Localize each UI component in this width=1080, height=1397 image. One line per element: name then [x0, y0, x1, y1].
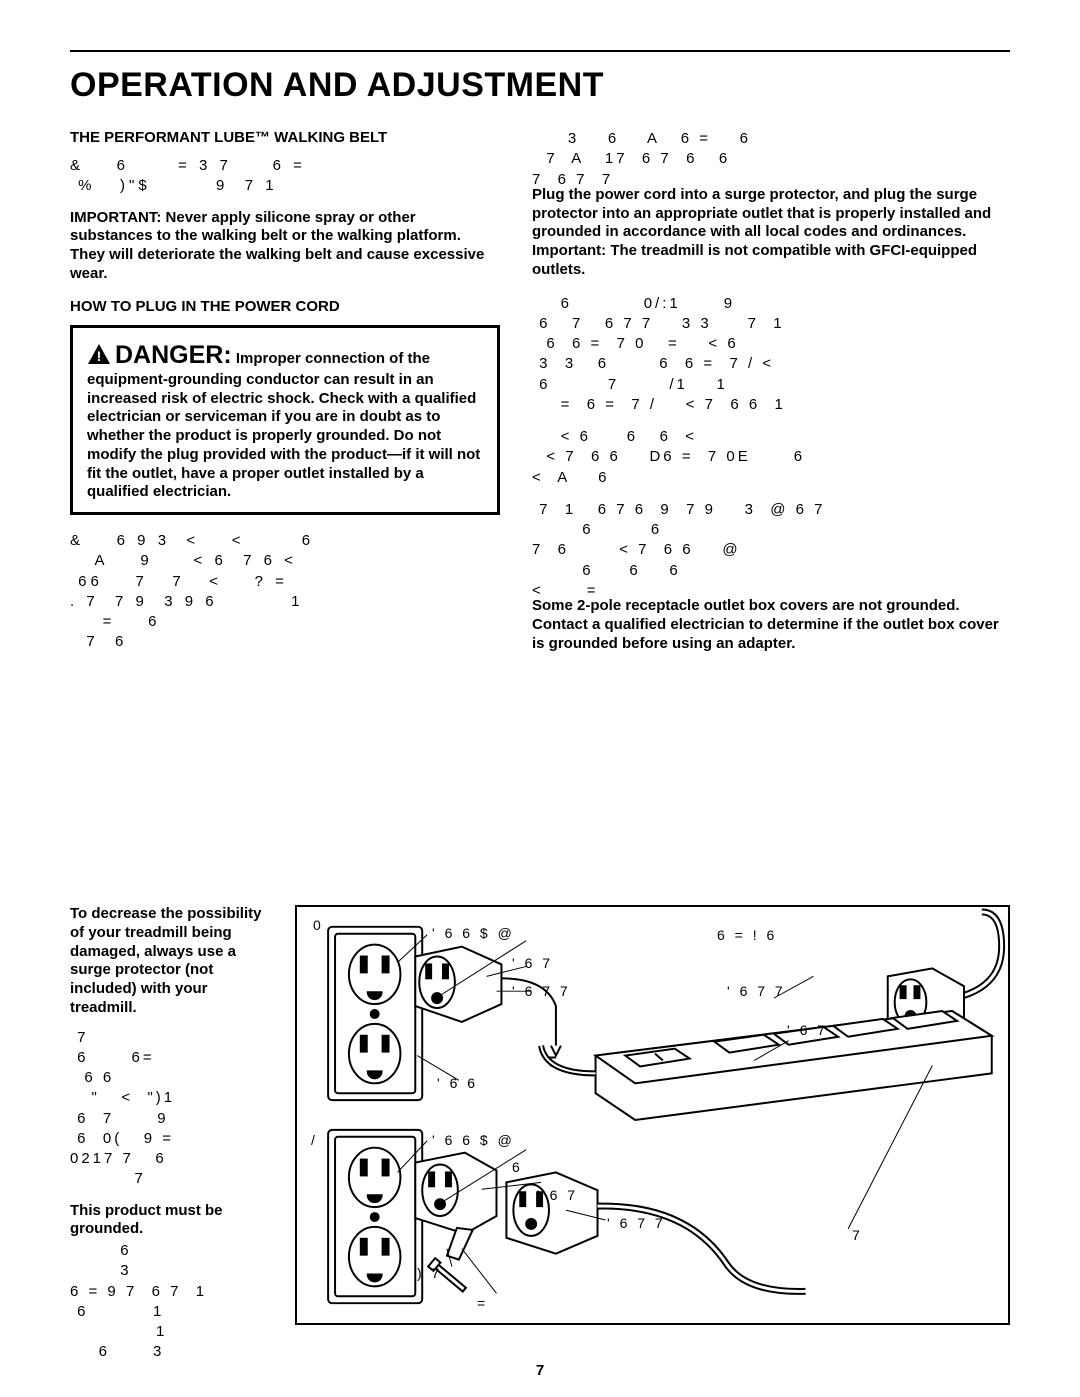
- diagram-label: /: [311, 1132, 318, 1148]
- diagram-label: ) 7: [417, 1265, 442, 1281]
- garbled-text: & 6 = 3 7 6 = % )"$ 9 7 1: [70, 156, 500, 197]
- diagram-label: 6 = ! 6: [717, 927, 777, 943]
- diagram-label: ' 6 7: [537, 1187, 578, 1203]
- diagram-label: ' 6 7: [512, 955, 553, 971]
- belt-warning-bold: IMPORTANT: Never apply silicone spray or…: [70, 209, 484, 282]
- diagram-label: ' 6 6 $ @: [432, 1132, 515, 1148]
- lower-left-column: To decrease the possibility of your trea…: [70, 905, 275, 1375]
- diagram-label: =: [477, 1295, 488, 1311]
- danger-body: Improper connection of the equipment-gro…: [87, 350, 480, 501]
- grounded-advice-bold: This product must be grounded.: [70, 1202, 223, 1238]
- belt-warning: IMPORTANT: Never apply silicone spray or…: [70, 209, 500, 284]
- receptacle-warning-bold: Some 2-pole receptacle outlet box covers…: [532, 597, 999, 652]
- grounded-advice: This product must be grounded.: [70, 1202, 275, 1240]
- danger-paragraph: ! DANGER: Improper connection of the equ…: [87, 340, 483, 503]
- danger-callout: ! DANGER: Improper connection of the equ…: [70, 325, 500, 516]
- top-rule: [70, 50, 1010, 52]
- page-title: OPERATION AND ADJUSTMENT: [70, 66, 1010, 105]
- garbled-text: 6 0/:1 9 6 7 6 7 7 3 3 7 1 6 6 = 7 0 = <…: [532, 294, 1010, 416]
- svg-text:!: !: [97, 348, 102, 364]
- garbled-text: 7 1 6 7 6 9 7 9 3 @ 6 7 6 6 7 6 < 7 6 6 …: [532, 500, 1010, 601]
- diagram-label: ' 6 6 $ @: [432, 925, 515, 941]
- diagram-label: ' 6 7 7: [727, 983, 786, 999]
- surge-advice-bold: To decrease the possibility of your trea…: [70, 905, 261, 1016]
- diagram-label: ' 6 7 7: [607, 1215, 666, 1231]
- heading-walking-belt: THE PERFORMANT LUBE™ WALKING BELT: [70, 129, 500, 146]
- garbled-text: 7 6 6= 6 6 " < ")1 6 7 9 6 0( 9 = 0217 7…: [70, 1028, 275, 1190]
- diagram-label: ' 6 7 7: [512, 983, 571, 999]
- receptacle-warning: Some 2-pole receptacle outlet box covers…: [532, 597, 1010, 653]
- heading-plug-in: HOW TO PLUG IN THE POWER CORD: [70, 298, 500, 315]
- plug-instruction-bold: Plug the power cord into a surge protect…: [532, 186, 991, 278]
- plug-instruction: Plug the power cord into a surge protect…: [532, 186, 1010, 280]
- wiring-diagram: 0 ' 6 6 $ @ 6 = ! 6 ' 6 7 ' 6 7 7 ' 6 7 …: [295, 905, 1010, 1325]
- lower-section: To decrease the possibility of your trea…: [70, 905, 1010, 1375]
- page-number: 7: [0, 1362, 1080, 1379]
- diagram-label: 6: [512, 1159, 523, 1175]
- two-column-layout: THE PERFORMANT LUBE™ WALKING BELT & 6 = …: [70, 129, 1010, 667]
- diagram-label: 0: [313, 917, 324, 933]
- warning-triangle-icon: !: [87, 343, 111, 371]
- garbled-text: & 6 9 3 < < 6 A 9 < 6 7 6 < 66 7 7 < ? =…: [70, 531, 500, 653]
- diagram-label: 7: [852, 1227, 863, 1243]
- garbled-text: 3 6 A 6 = 6 7 A 17 6 7 6 6 7 6 7 7: [532, 129, 1010, 190]
- diagram-svg: [297, 907, 1008, 1323]
- garbled-text: 6 3 6 = 9 7 6 7 1 6 1 1 6 3: [70, 1241, 275, 1363]
- garbled-text: < 6 6 6 < < 7 6 6 D6 = 7 0E 6 < A 6: [532, 427, 1010, 488]
- right-column: 3 6 A 6 = 6 7 A 17 6 7 6 6 7 6 7 7 Plug …: [532, 129, 1010, 667]
- diagram-label: ' 6 6: [437, 1075, 478, 1091]
- surge-advice: To decrease the possibility of your trea…: [70, 905, 275, 1018]
- diagram-label: ' 6 7: [787, 1022, 828, 1038]
- danger-label: DANGER:: [115, 341, 232, 369]
- left-column: THE PERFORMANT LUBE™ WALKING BELT & 6 = …: [70, 129, 500, 667]
